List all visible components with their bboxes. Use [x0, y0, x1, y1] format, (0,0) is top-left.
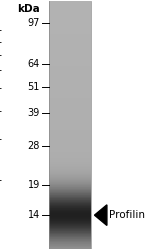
Text: kDa: kDa	[17, 4, 40, 15]
Text: 39: 39	[28, 108, 40, 118]
Text: 97: 97	[28, 18, 40, 28]
Polygon shape	[94, 205, 107, 226]
Text: 19: 19	[28, 180, 40, 190]
Text: Profilin: Profilin	[109, 210, 145, 220]
Text: 14: 14	[28, 210, 40, 220]
Text: 64: 64	[28, 59, 40, 69]
Text: 28: 28	[28, 141, 40, 151]
Text: 51: 51	[28, 82, 40, 92]
